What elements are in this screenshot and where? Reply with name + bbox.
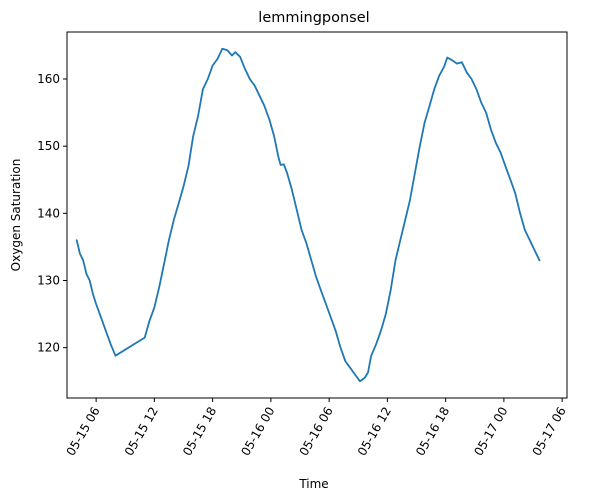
x-tick-label: 05-15 12 <box>122 405 161 459</box>
x-tick-label: 05-15 18 <box>180 405 219 459</box>
x-tick-label: 05-16 12 <box>355 405 394 459</box>
y-axis-label: Oxygen Saturation <box>9 159 23 272</box>
y-axis: 120 130 140 150 160 <box>37 72 67 355</box>
x-tick-label: 05-16 00 <box>238 405 277 459</box>
series-line <box>75 47 541 383</box>
x-tick-label: 05-16 18 <box>413 405 452 459</box>
x-tick-label: 05-15 06 <box>64 405 103 459</box>
x-tick-label: 05-16 06 <box>297 405 336 459</box>
x-tick-label: 05-17 06 <box>530 405 569 459</box>
y-tick-label: 150 <box>37 139 60 153</box>
x-axis: 05-15 06 05-15 12 05-15 18 05-16 00 05-16 06… <box>64 398 569 458</box>
plot-area <box>67 32 567 398</box>
y-tick-label: 140 <box>37 206 60 220</box>
y-tick-label: 130 <box>37 273 60 287</box>
x-axis-label: Time <box>298 477 328 491</box>
y-tick-label: 160 <box>37 72 60 86</box>
y-tick-label: 120 <box>37 341 60 355</box>
x-tick-label: 05-17 00 <box>471 405 510 459</box>
plot-frame <box>66 31 568 399</box>
chart-title: lemmingponsel <box>258 10 369 26</box>
